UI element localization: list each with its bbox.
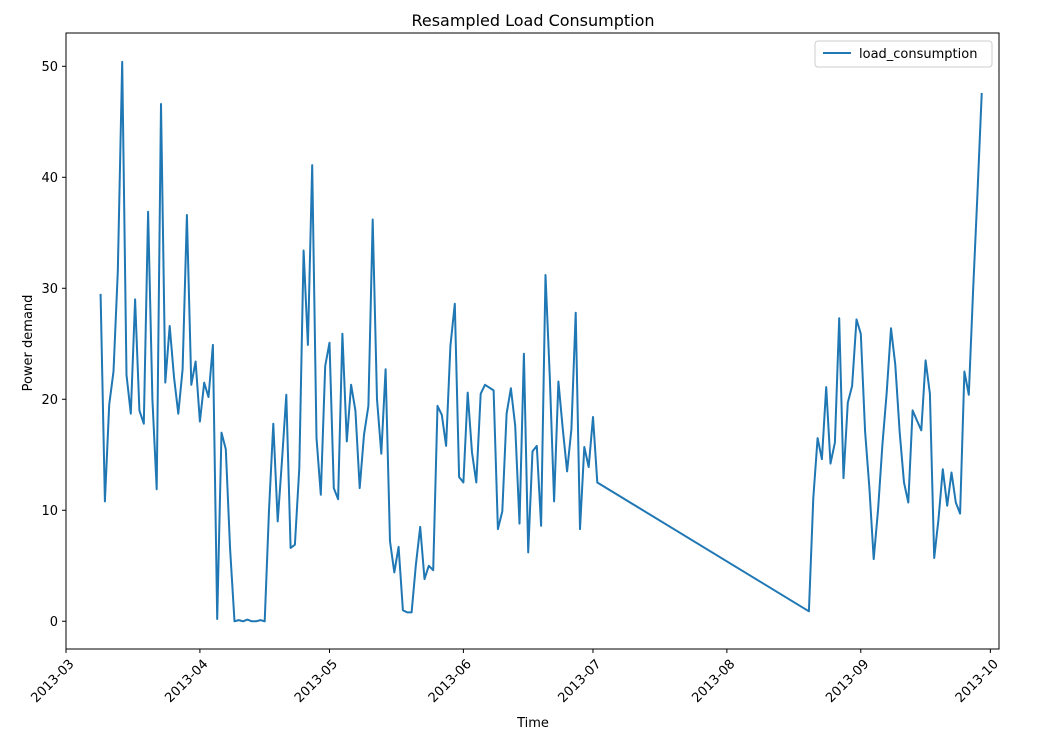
series-line-load-consumption xyxy=(99,60,983,623)
y-tick-label: 50 xyxy=(41,60,58,75)
x-axis-title: Time xyxy=(516,716,549,731)
y-tick-label: 10 xyxy=(41,504,58,519)
legend-box xyxy=(814,40,993,68)
chart-title: Resampled Load Consumption xyxy=(411,11,654,30)
plot-area-frame xyxy=(65,32,1000,650)
y-axis-title: Power demand xyxy=(21,295,36,392)
y-tick-label: 30 xyxy=(41,282,58,297)
y-tick-label: 20 xyxy=(41,393,58,408)
y-axis: 0 10 20 30 40 50 xyxy=(41,60,66,630)
legend-label-load-consumption: load_consumption xyxy=(859,47,977,62)
y-tick-label: 40 xyxy=(41,171,58,186)
legend: load_consumption xyxy=(814,40,993,68)
series-layer xyxy=(99,60,983,623)
y-tick-label: 0 xyxy=(50,615,58,630)
